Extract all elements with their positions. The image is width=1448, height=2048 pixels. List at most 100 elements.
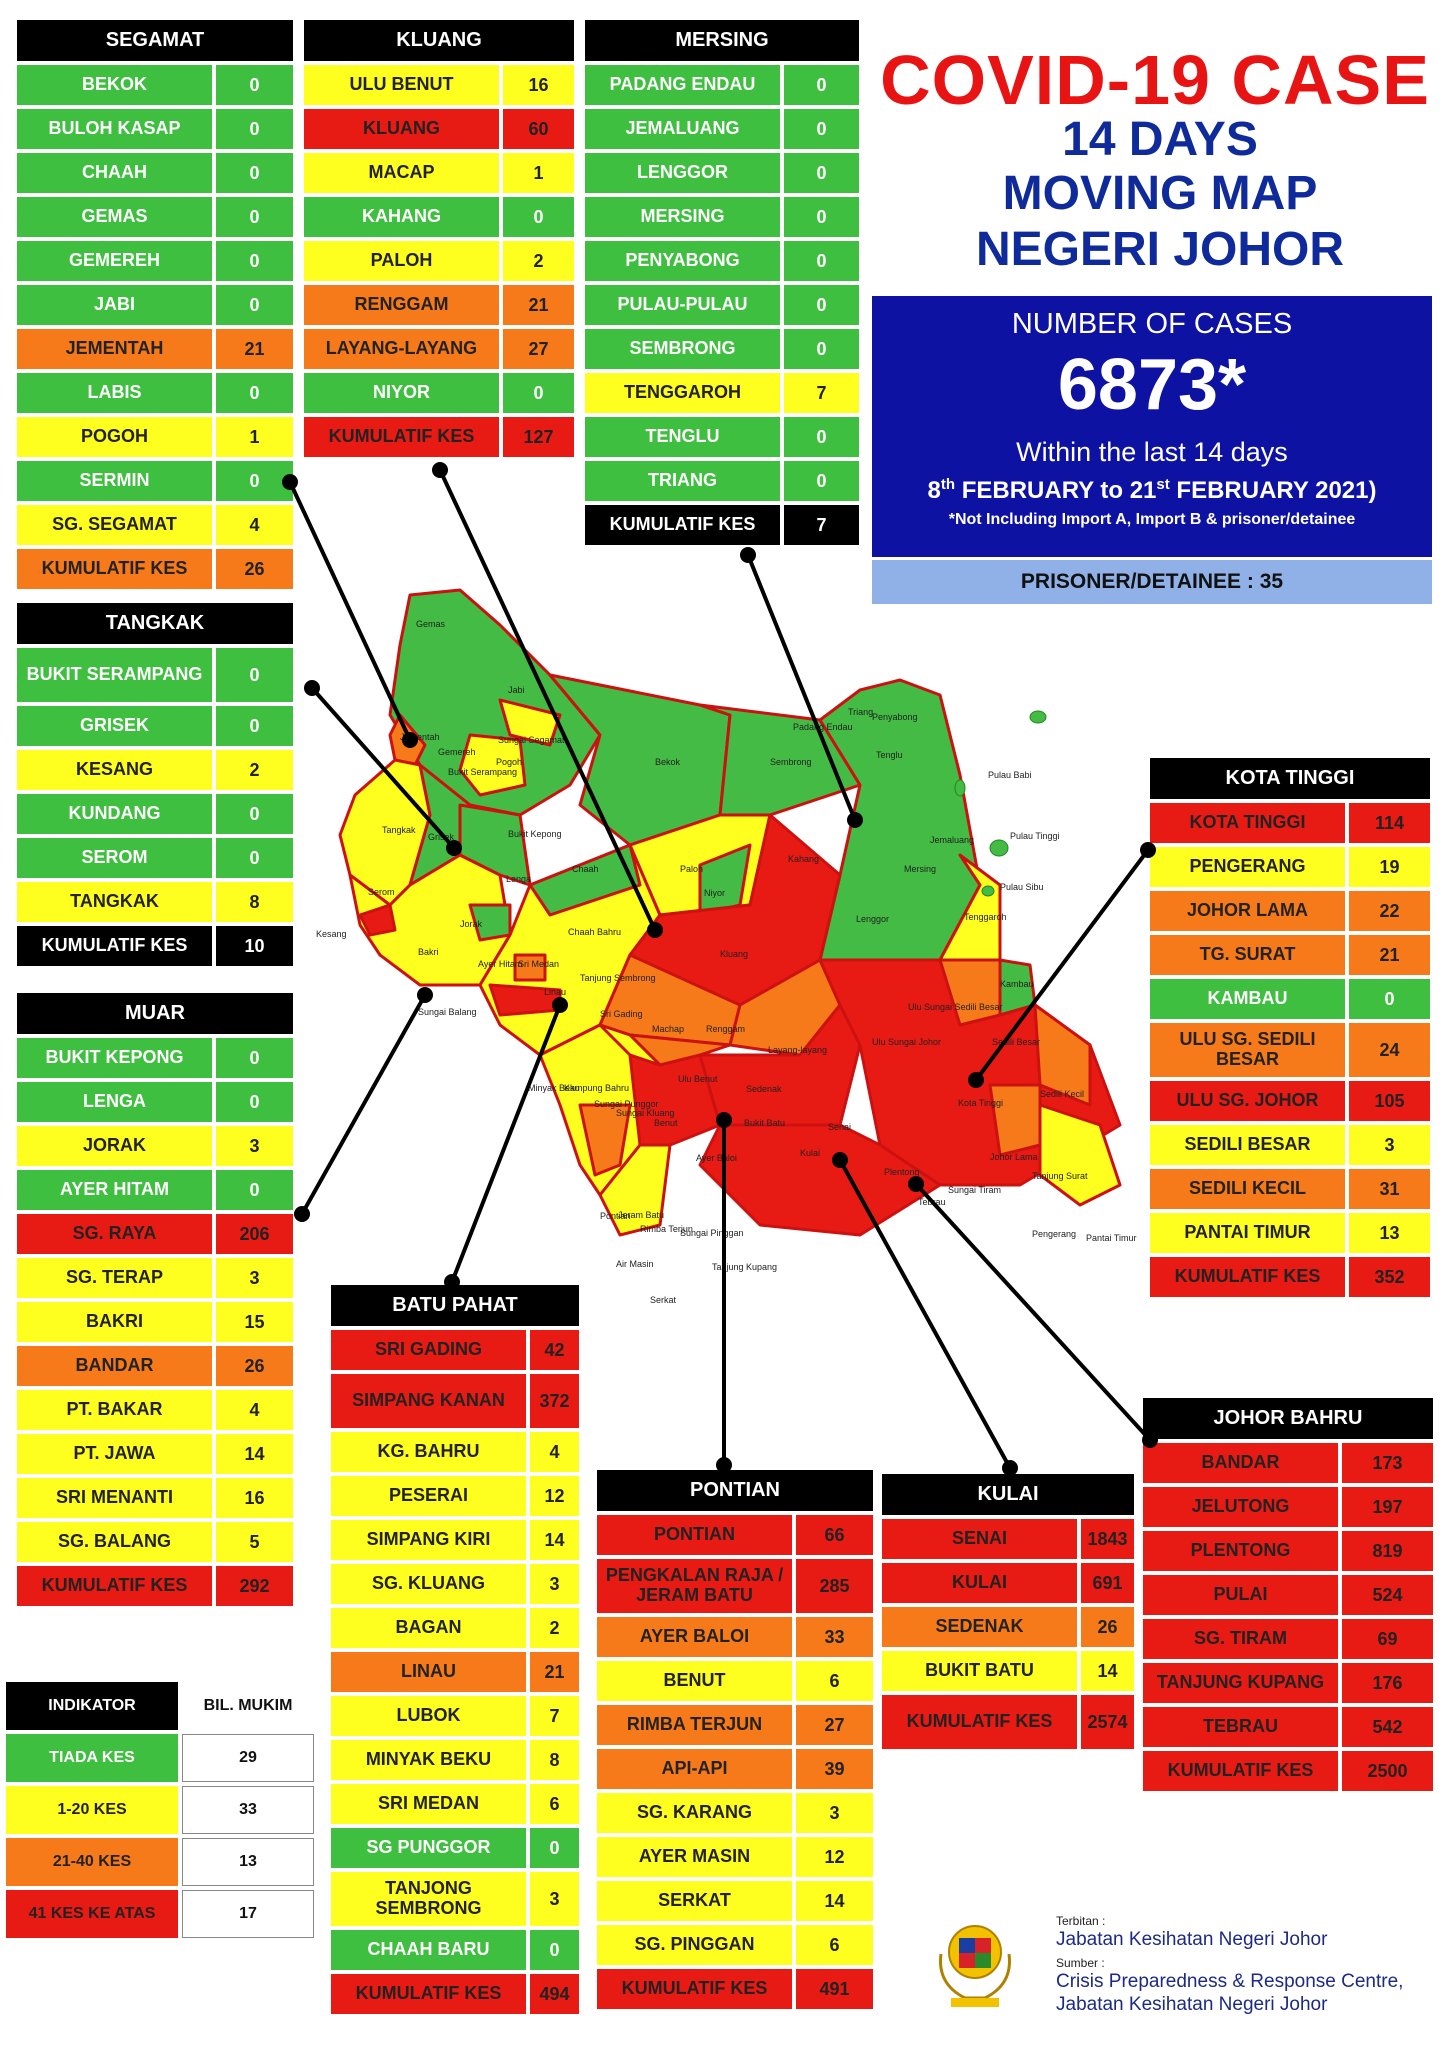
mukim-name: POGOH [17, 417, 212, 457]
table-row: KUMULATIF KES 2574 [882, 1695, 1134, 1749]
mukim-name: TG. SURAT [1150, 935, 1345, 975]
case-count: 26 [1081, 1607, 1134, 1647]
cases-heading: NUMBER OF CASES [1011, 308, 1293, 340]
legend-count: 29 [182, 1734, 314, 1782]
mukim-name: TANJONG SEMBRONG [331, 1872, 526, 1926]
case-count: 0 [784, 461, 859, 501]
map-label-sembrong: Sembrong [770, 757, 812, 767]
table-row: JOHOR LAMA 22 [1150, 891, 1430, 931]
table-row: PT. BAKAR 4 [17, 1390, 293, 1430]
table-batu-pahat: BATU PAHAT SRI GADING 42 SIMPANG KANAN 372 KG… [331, 1285, 579, 2018]
mukim-name: SG. RAYA [17, 1214, 212, 1254]
table-row: ULU SG. JOHOR 105 [1150, 1081, 1430, 1121]
case-count: 1 [216, 417, 293, 457]
mukim-name: KUMULATIF KES [17, 1566, 212, 1606]
leader-kotatinggi [974, 848, 1150, 1082]
map-label-tenggaroh: Tenggaroh [964, 912, 1007, 922]
case-count: 0 [216, 838, 293, 878]
leader-tangkak [310, 686, 456, 850]
legend-row: 21-40 KES 13 [6, 1838, 314, 1886]
case-count: 27 [796, 1705, 873, 1745]
map-label-srimedan: Sri Medan [518, 959, 559, 969]
case-count: 39 [796, 1749, 873, 1789]
table-row: KULAI 691 [882, 1563, 1134, 1603]
case-count: 10 [216, 926, 293, 966]
table-row: AYER MASIN 12 [597, 1837, 873, 1877]
leader-johorbahru [914, 1182, 1152, 1442]
case-count: 21 [530, 1652, 579, 1692]
map-label-kulai: Kulai [800, 1148, 820, 1158]
table-row: KUMULATIF KES 7 [585, 505, 859, 545]
case-count: 3 [1349, 1125, 1430, 1165]
table-row: KUMULATIF KES 292 [17, 1566, 293, 1606]
case-count: 0 [784, 197, 859, 237]
case-count: 173 [1342, 1443, 1433, 1483]
mukim-name: BENUT [597, 1661, 792, 1701]
map-label-bakri: Bakri [418, 947, 439, 957]
case-count: 0 [784, 285, 859, 325]
map-label-paloh: Paloh [680, 864, 703, 874]
mukim-name: LUBOK [331, 1696, 526, 1736]
map-label-ayerbaloi: Ayer Baloi [696, 1153, 737, 1163]
case-count: 176 [1342, 1663, 1433, 1703]
map-label-bukitserampang: Bukit Serampang [448, 767, 517, 777]
table-kota-tinggi: KOTA TINGGI KOTA TINGGI 114 PENGERANG 19 JOHO… [1150, 758, 1430, 1301]
table-row: SG. PINGGAN 6 [597, 1925, 873, 1965]
case-count: 0 [1349, 979, 1430, 1019]
table-row: MINYAK BEKU 8 [331, 1740, 579, 1780]
table-row: SEROM 0 [17, 838, 293, 878]
map-label-niyor: Niyor [704, 888, 725, 898]
case-count: 66 [796, 1515, 873, 1555]
case-count: 6 [796, 1925, 873, 1965]
table-row: JEMENTAH 21 [17, 329, 293, 369]
mukim-name: TRIANG [585, 461, 780, 501]
mukim-name: TENGGAROH [585, 373, 780, 413]
case-count: 16 [216, 1478, 293, 1518]
mukim-name: TENGLU [585, 417, 780, 457]
map-label-ayerhitam: Ayer Hitam [478, 959, 522, 969]
case-count: 15 [216, 1302, 293, 1342]
mukim-name: ULU SG. JOHOR [1150, 1081, 1345, 1121]
table-row: KUMULATIF KES 2500 [1143, 1751, 1433, 1791]
footer-terbitan: Terbitan : [1056, 1914, 1106, 1928]
case-count: 7 [530, 1696, 579, 1736]
mukim-name: PONTIAN [597, 1515, 792, 1555]
case-count: 8 [216, 882, 293, 922]
table-header: MERSING [585, 20, 859, 61]
map-label-sgsegamat: Sungai Segamat [498, 735, 565, 745]
table-mersing: MERSING PADANG ENDAU 0 JEMALUANG 0 LENGGOR 0 ME… [585, 20, 859, 549]
table-row: BANDAR 173 [1143, 1443, 1433, 1483]
table-row: PENGERANG 19 [1150, 847, 1430, 887]
map-label-pengerang: Pengerang [1032, 1229, 1076, 1239]
mukim-name: ULU BENUT [304, 65, 499, 105]
table-row: LENGA 0 [17, 1082, 293, 1122]
mukim-name: SG PUNGGOR [331, 1828, 526, 1868]
mukim-name: JABI [17, 285, 212, 325]
case-count: 3 [530, 1872, 579, 1926]
map-label-ulubenut: Ulu Benut [678, 1074, 718, 1084]
table-row: TENGGAROH 7 [585, 373, 859, 413]
case-count: 0 [503, 197, 574, 237]
mukim-name: JELUTONG [1143, 1487, 1338, 1527]
mukim-name: KLUANG [304, 109, 499, 149]
table-row: PANTAI TIMUR 13 [1150, 1213, 1430, 1253]
map-region-sgraya [358, 903, 397, 937]
table-johor-bahru: JOHOR BAHRU BANDAR 173 JELUTONG 197 PLENTONG 8… [1143, 1398, 1433, 1795]
legend-head-indicator: INDIKATOR [6, 1682, 178, 1730]
mukim-name: JOHOR LAMA [1150, 891, 1345, 931]
table-row: SRI MEDAN 6 [331, 1784, 579, 1824]
table-row: KAHANG 0 [304, 197, 574, 237]
table-row: PALOH 2 [304, 241, 574, 281]
map-label-chaah: Chaah [572, 864, 599, 874]
map-region-rimbaterjun [578, 1103, 632, 1177]
case-count: 24 [1349, 1023, 1430, 1077]
legend-head-count: BIL. MUKIM [182, 1682, 314, 1730]
table-row: MERSING 0 [585, 197, 859, 237]
mukim-name: API-API [597, 1749, 792, 1789]
map-label-pantaitimur: Pantai Timur [1086, 1233, 1137, 1243]
map-label-pulausibu: Pulau Sibu [1000, 882, 1044, 892]
mukim-name: BAGAN [331, 1608, 526, 1648]
map-label-sedenak: Sedenak [746, 1084, 782, 1094]
case-count: 14 [530, 1520, 579, 1560]
mukim-name: KULAI [882, 1563, 1077, 1603]
